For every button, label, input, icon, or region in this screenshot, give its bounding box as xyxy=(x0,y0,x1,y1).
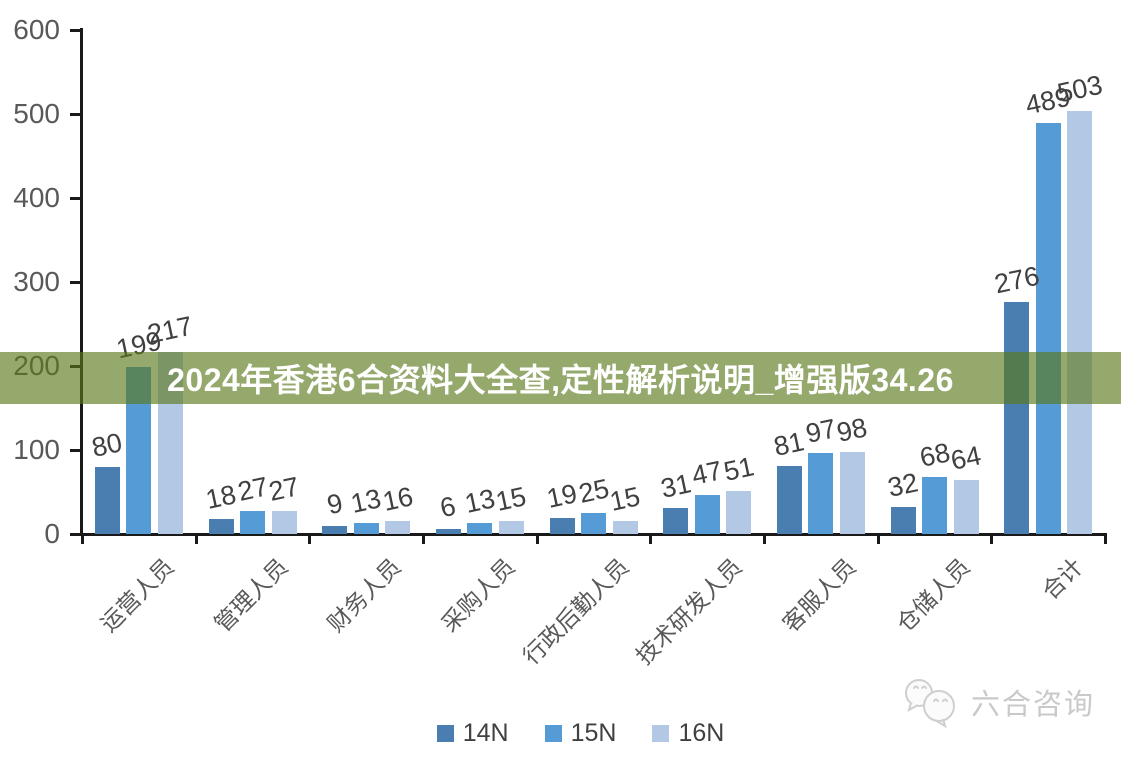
bar-14N xyxy=(1004,302,1030,534)
bar-16N xyxy=(1067,111,1093,534)
legend-item-16N: 16N xyxy=(652,719,724,748)
y-axis-tick xyxy=(70,281,81,284)
bar-15N xyxy=(353,523,379,534)
y-axis-tick xyxy=(70,533,81,536)
x-axis-tick xyxy=(1104,535,1108,544)
legend-swatch xyxy=(652,724,670,742)
bar-15N xyxy=(694,494,720,534)
bar-14N xyxy=(890,507,916,534)
legend-swatch xyxy=(436,724,454,742)
y-axis-tick-label: 300 xyxy=(13,266,60,297)
y-axis-tick-label: 0 xyxy=(44,518,60,549)
bar-15N xyxy=(240,511,265,534)
bar-16N xyxy=(271,511,297,534)
bar-16N xyxy=(839,451,865,534)
watermark-text: 六合咨询 xyxy=(970,689,1095,721)
bar-14N xyxy=(776,465,802,534)
x-axis-tick xyxy=(81,535,84,544)
y-axis-tick xyxy=(70,449,81,452)
x-axis-tick xyxy=(422,535,425,544)
y-axis-line xyxy=(80,28,83,536)
legend: 14N 15N 16N xyxy=(0,716,1121,750)
bar-15N xyxy=(922,476,948,534)
x-axis-tick xyxy=(194,535,198,544)
y-axis-tick-label: 500 xyxy=(13,98,60,129)
bar-15N xyxy=(1035,123,1061,534)
x-axis-tick xyxy=(876,535,880,544)
y-axis-tick-label: 100 xyxy=(13,434,60,465)
legend-label: 15N xyxy=(570,718,617,747)
bar-16N xyxy=(612,521,638,534)
x-axis-tick xyxy=(649,535,653,544)
bar-14N xyxy=(663,507,689,534)
bar-16N xyxy=(953,480,979,534)
bar-15N xyxy=(467,523,493,534)
x-axis-line xyxy=(80,533,1108,536)
brand-watermark: 六合咨询 xyxy=(899,676,1095,728)
bar-14N xyxy=(435,528,461,534)
x-axis-tick xyxy=(990,535,994,544)
bar-14N xyxy=(208,518,234,534)
y-axis-tick xyxy=(70,29,81,32)
legend-item-14N: 14N xyxy=(436,718,509,748)
y-axis-tick xyxy=(70,197,81,200)
legend-label: 14N xyxy=(462,718,509,747)
bar-14N xyxy=(94,466,120,534)
bar-15N xyxy=(581,513,606,534)
y-axis-tick xyxy=(70,113,81,116)
overlay-banner: 2024年香港6合资料大全查,定性解析说明_增强版34.26 xyxy=(0,352,1121,404)
x-axis-tick xyxy=(763,535,767,544)
bar-16N xyxy=(498,521,524,534)
bar-15N xyxy=(808,452,834,534)
legend-swatch xyxy=(544,724,562,742)
bar-14N xyxy=(549,518,575,534)
bar-16N xyxy=(726,491,752,534)
bar-14N xyxy=(322,526,348,534)
legend-label: 16N xyxy=(678,718,725,747)
y-axis-tick-label: 400 xyxy=(13,182,60,213)
x-axis-tick xyxy=(308,535,312,544)
bar-16N xyxy=(385,520,411,534)
legend-item-15N: 15N xyxy=(544,718,617,748)
x-axis-tick xyxy=(535,535,539,544)
chat-bubbles-icon xyxy=(904,679,955,728)
banner-text: 2024年香港6合资料大全查,定性解析说明_增强版34.26 xyxy=(167,362,954,398)
y-axis-tick-label: 600 xyxy=(13,14,60,45)
